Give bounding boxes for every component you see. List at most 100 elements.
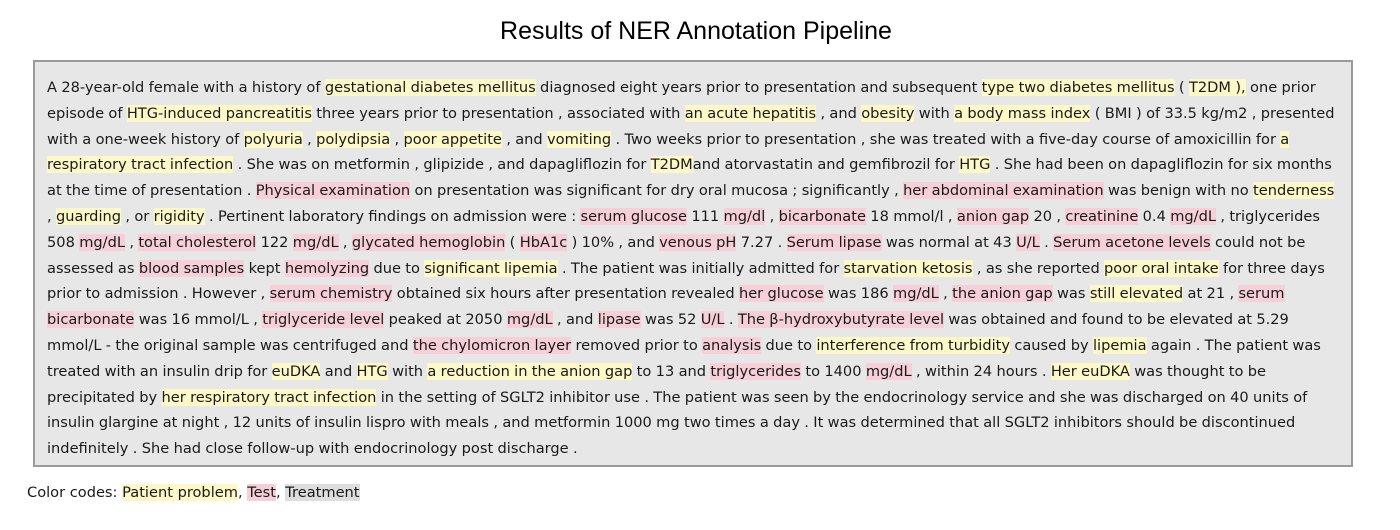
document-text: was obtained and found to be elevated at… <box>47 311 1289 354</box>
entity-test: analysis <box>702 336 762 354</box>
document-text: 18 mmol/l , <box>865 207 957 225</box>
document-text: , <box>338 233 352 251</box>
document-text: 20 , <box>1029 207 1066 225</box>
document-text: was 16 mmol/L , <box>134 311 263 329</box>
document-text: was 186 <box>823 285 893 303</box>
entity-test: Serum acetone levels <box>1053 233 1211 251</box>
legend-patient-problem: Patient problem <box>122 484 238 501</box>
document-text: obtained six hours after presentation re… <box>392 285 739 303</box>
document-text: to 1400 <box>801 362 866 380</box>
entity-test: serum chemistry <box>269 285 393 303</box>
entity-patient-problem: lipemia <box>1092 336 1147 354</box>
entity-test: the anion gap <box>952 285 1053 303</box>
entity-test: venous pH <box>659 233 737 251</box>
entity-patient-problem: starvation ketosis <box>843 259 973 277</box>
document-text: , <box>390 130 404 148</box>
legend-treatment: Treatment <box>285 484 360 501</box>
annotated-document: A 28-year-old female with a history of g… <box>33 60 1353 467</box>
document-text: removed prior to <box>571 336 703 354</box>
entity-patient-problem: a reduction in the anion gap <box>427 362 633 380</box>
entity-test: Physical examination <box>255 182 411 200</box>
entity-patient-problem: her respiratory tract infection <box>161 388 377 406</box>
entity-patient-problem: T2DM <box>650 156 693 174</box>
entity-patient-problem: HTG <box>356 362 388 380</box>
document-text: , <box>938 285 953 303</box>
entity-patient-problem: rigidity <box>153 207 205 225</box>
document-text: , triglycerides 508 <box>47 207 1320 251</box>
entity-test: U/L <box>700 311 725 329</box>
entity-patient-problem: type two diabetes mellitus <box>981 79 1175 96</box>
document-text: in the setting of SGLT2 inhibitor use . … <box>47 388 1308 458</box>
entity-patient-problem: euDKA <box>271 362 321 380</box>
entity-patient-problem: T2DM ), <box>1188 79 1246 96</box>
entity-patient-problem: vomiting <box>547 130 612 148</box>
document-text: , <box>765 207 779 225</box>
document-text: due to <box>761 336 817 354</box>
document-text: , and <box>501 130 548 148</box>
legend-test: Test <box>247 484 276 501</box>
entity-patient-problem: interference from turbidity <box>816 336 1010 354</box>
entity-patient-problem: tenderness <box>1253 182 1335 200</box>
entity-test: hemolyzing <box>284 259 370 277</box>
entity-test: anion gap <box>956 207 1030 225</box>
document-text: was benign with no <box>1103 182 1253 200</box>
entity-test: mg/dL <box>79 233 125 251</box>
entity-test: HbA1c <box>519 233 568 251</box>
document-text: 111 <box>686 207 724 225</box>
legend-prefix: Color codes: <box>27 484 123 501</box>
document-text: 122 <box>256 233 293 251</box>
document-text: diagnosed eight years prior to presentat… <box>535 79 982 96</box>
document-text: kept <box>244 259 285 277</box>
document-text: three years prior to presentation , asso… <box>311 104 685 122</box>
document-text: A 28-year-old female with a history of <box>47 79 325 96</box>
entity-patient-problem: gestational diabetes mellitus <box>324 79 536 96</box>
entity-patient-problem: HTG <box>959 156 991 174</box>
document-text: . She was on metformin , glipizide , and… <box>233 156 651 174</box>
document-text: 7.27 . <box>736 233 787 251</box>
entity-test: the chylomicron layer <box>412 336 572 354</box>
entity-test: blood samples <box>138 259 245 277</box>
document-text: and <box>320 362 357 380</box>
document-text: again . The patient was treated with an … <box>47 336 1321 380</box>
document-text: 0.4 <box>1138 207 1171 225</box>
entity-test: bicarbonate <box>778 207 866 225</box>
document-text: . <box>724 311 738 329</box>
document-text: ( <box>1174 79 1189 96</box>
entity-test: mg/dl <box>723 207 766 225</box>
entity-patient-problem: guarding <box>55 207 122 225</box>
document-text: ( BMI ) of 33.5 kg/m2 , presented with a… <box>47 104 1335 148</box>
document-text: ( <box>505 233 520 251</box>
entity-patient-problem: still elevated <box>1089 285 1184 303</box>
document-text: , and <box>816 104 862 122</box>
document-text: could not be assessed as <box>47 233 1306 277</box>
document-text: with <box>387 362 428 380</box>
document-text: ) 10% , and <box>567 233 660 251</box>
entity-patient-problem: poor oral intake <box>1104 259 1219 277</box>
document-text: for three days prior to admission . Howe… <box>47 259 1325 303</box>
color-legend: Color codes: Patient problem, Test, Trea… <box>27 484 360 501</box>
entity-patient-problem: polydipsia <box>316 130 391 148</box>
entity-test: her glucose <box>738 285 824 303</box>
entity-test: her abdominal examination <box>903 182 1104 200</box>
document-text: , as she reported <box>972 259 1105 277</box>
document-text: was thought to be precipitated by <box>47 362 1266 406</box>
document-text: , <box>47 207 56 225</box>
entity-patient-problem: Her euDKA <box>1050 362 1130 380</box>
document-text: , <box>125 233 139 251</box>
document-text: . She had been on dapagliflozin for six … <box>47 156 1332 200</box>
document-text: at 21 , <box>1183 285 1239 303</box>
entity-patient-problem: poor appetite <box>403 130 502 148</box>
entity-patient-problem: HTG-induced pancreatitis <box>126 104 312 122</box>
document-text: on presentation was significant for dry … <box>410 182 904 200</box>
document-text: peaked at 2050 <box>384 311 507 329</box>
entity-patient-problem: a body mass index <box>954 104 1091 122</box>
document-text: with <box>914 104 955 122</box>
entity-test: creatinine <box>1065 207 1139 225</box>
entity-test: total cholesterol <box>138 233 257 251</box>
entity-test: triglycerides <box>710 362 802 380</box>
legend-separator: , <box>237 484 248 501</box>
document-text: and atorvastatin and gemfibrozil for <box>692 156 960 174</box>
legend-separator: , <box>275 484 286 501</box>
document-text: , <box>302 130 317 148</box>
entity-test: triglyceride level <box>262 311 385 329</box>
